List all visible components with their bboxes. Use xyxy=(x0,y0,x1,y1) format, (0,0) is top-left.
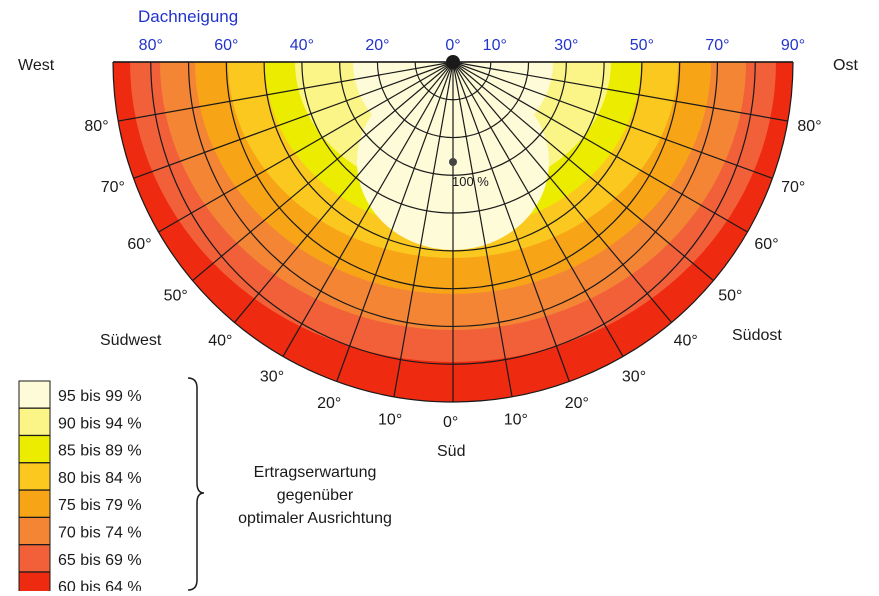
azimuth-spoke xyxy=(118,61,454,122)
tilt-label: 50° xyxy=(630,37,654,54)
legend-label: 80 bis 84 % xyxy=(58,470,142,487)
south-label: Süd xyxy=(437,443,465,460)
azimuth-label-left: 10° xyxy=(378,412,402,429)
legend-label: 75 bis 79 % xyxy=(58,497,142,514)
tilt-label: 20° xyxy=(365,37,389,54)
azimuth-scale-left: 80° 70° 60° 50° 40° 30° 20° 10° xyxy=(84,118,402,429)
diagram-title: Dachneigung xyxy=(138,7,238,26)
azimuth-label-right: 30° xyxy=(622,369,646,386)
legend-label: 65 bis 69 % xyxy=(58,552,142,569)
azimuth-label-right: 10° xyxy=(504,412,528,429)
azimuth-spoke xyxy=(158,61,454,233)
tilt-label: 0° xyxy=(445,37,460,54)
legend-swatch xyxy=(18,407,51,436)
azimuth-spoke xyxy=(452,61,748,233)
grid-lines xyxy=(112,55,794,403)
legend-label: 95 bis 99 % xyxy=(58,388,142,405)
tilt-label: 60° xyxy=(214,37,238,54)
azimuth-spoke xyxy=(192,61,454,282)
legend-label: 85 bis 89 % xyxy=(58,443,142,460)
west-label: West xyxy=(18,57,55,74)
azimuth-spoke xyxy=(133,61,454,179)
tilt-label: 10° xyxy=(483,37,507,54)
legend-swatch xyxy=(18,517,51,545)
southwest-label: Südwest xyxy=(100,332,162,349)
azimuth-spoke xyxy=(282,61,454,357)
azimuth-spoke xyxy=(452,61,714,282)
tilt-label: 30° xyxy=(554,37,578,54)
tilt-scale: 80° 60° 40° 20° 0° 10° 30° 50° 70° 90° xyxy=(139,37,805,54)
azimuth-spoke xyxy=(452,61,773,179)
azimuth-label-right: 70° xyxy=(781,179,805,196)
azimuth-scale-right: 80° 70° 60° 50° 40° 30° 20° 10° xyxy=(504,118,822,429)
tilt-label: 40° xyxy=(290,37,314,54)
azimuth-label-left: 30° xyxy=(260,369,284,386)
tilt-label: 80° xyxy=(139,37,163,54)
optimum-marker xyxy=(449,158,457,166)
southeast-label: Südost xyxy=(732,327,782,344)
azimuth-label-left: 20° xyxy=(317,395,341,412)
azimuth-spoke xyxy=(452,61,570,382)
azimuth-label-left: 80° xyxy=(84,118,108,135)
optimum-label: 100 % xyxy=(452,174,489,189)
azimuth-spoke xyxy=(452,61,513,397)
legend-swatch xyxy=(18,435,51,464)
azimuth-label-right: 50° xyxy=(718,288,742,305)
tilt-label: 70° xyxy=(705,37,729,54)
tilt-label: 90° xyxy=(781,37,805,54)
azimuth-spoke xyxy=(393,61,454,397)
legend-caption-line-1: Ertragserwartung xyxy=(254,464,377,481)
legend-swatch xyxy=(18,489,51,518)
azimuth-label-right: 20° xyxy=(565,395,589,412)
azimuth-label-right: 60° xyxy=(754,236,778,253)
azimuth-zero-label: 0° xyxy=(443,414,458,431)
legend-swatch xyxy=(18,380,51,409)
legend-swatch xyxy=(18,462,51,491)
grid-hub xyxy=(446,55,460,69)
azimuth-label-right: 40° xyxy=(674,332,698,349)
azimuth-spoke xyxy=(452,61,624,357)
azimuth-label-right: 80° xyxy=(797,118,821,135)
legend-brace xyxy=(187,377,205,591)
legend-label: 70 bis 74 % xyxy=(58,525,142,542)
azimuth-spoke xyxy=(452,61,673,323)
azimuth-label-left: 70° xyxy=(101,179,125,196)
legend: 95 bis 99 % 90 bis 94 % 85 bis 89 % 80 bis … xyxy=(18,380,142,596)
azimuth-spoke xyxy=(336,61,454,382)
azimuth-spoke xyxy=(452,61,788,122)
legend-label: 90 bis 94 % xyxy=(58,415,142,432)
legend-caption-line-3: optimaler Ausrichtung xyxy=(238,510,392,527)
azimuth-spoke xyxy=(233,61,454,323)
legend-swatch xyxy=(18,544,51,573)
legend-swatch xyxy=(18,571,51,596)
azimuth-label-left: 60° xyxy=(127,236,151,253)
east-label: Ost xyxy=(833,57,858,74)
legend-label: 60 bis 64 % xyxy=(58,579,142,591)
azimuth-label-left: 50° xyxy=(164,288,188,305)
azimuth-label-left: 40° xyxy=(208,332,232,349)
legend-caption-line-2: gegenüber xyxy=(277,487,354,504)
